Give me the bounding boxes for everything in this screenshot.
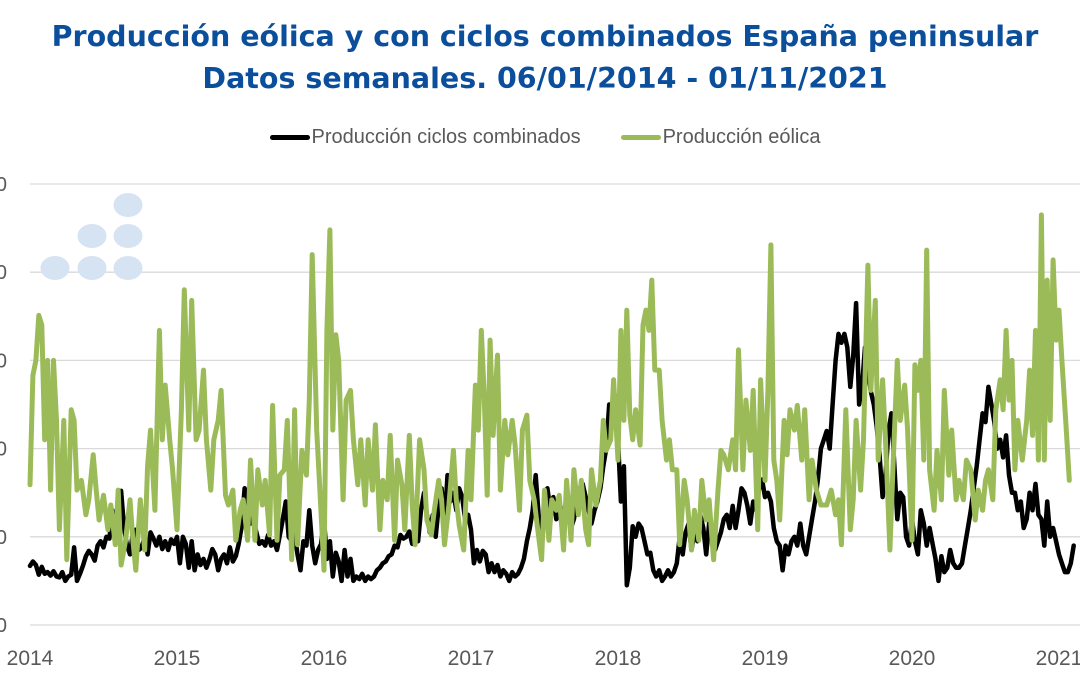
y-tick-label: 0	[0, 439, 7, 461]
x-axis-ticks: 2014 2015 2016 2017 2018 2019 2020 2021	[7, 647, 1080, 670]
legend-swatch-ciclos	[269, 135, 310, 140]
y-tick-label: 0	[0, 615, 7, 637]
logo-dots	[40, 193, 143, 280]
y-axis-ticks: 0 0 0 0 0 0	[0, 174, 7, 637]
legend-swatch-eolica	[620, 135, 661, 140]
logo-dot	[77, 256, 107, 280]
x-tick-label: 2020	[889, 647, 936, 670]
logo-dot	[77, 224, 107, 248]
series-line-eolica	[27, 212, 1072, 573]
y-tick-label: 0	[0, 174, 7, 196]
x-tick-label: 2015	[154, 647, 201, 670]
x-tick-label: 2014	[7, 647, 54, 670]
legend-label-eolica: Producción eólica	[662, 126, 821, 148]
logo-dot	[113, 224, 143, 248]
y-tick-label: 0	[0, 350, 7, 372]
chart-title: Producción eólica y con ciclos combinado…	[51, 20, 1039, 53]
legend-item-ciclos: Producción ciclos combinados	[269, 126, 581, 149]
logo-dot	[113, 256, 143, 280]
logo-dot	[113, 193, 143, 217]
x-tick-label: 2016	[301, 647, 348, 670]
legend-label-ciclos: Producción ciclos combinados	[311, 126, 581, 148]
legend: Producción ciclos combinados Producción …	[0, 126, 1080, 149]
x-tick-label: 2017	[448, 647, 495, 670]
logo-dot	[40, 256, 70, 280]
y-tick-label: 0	[0, 527, 7, 549]
x-tick-label: 2018	[595, 647, 642, 670]
chart-subtitle: Datos semanales. 06/01/2014 - 01/11/2021	[202, 62, 888, 95]
y-tick-label: 0	[0, 262, 7, 284]
series-lines	[27, 212, 1076, 588]
x-tick-label: 2019	[742, 647, 789, 670]
x-tick-label: 2021	[1036, 647, 1080, 670]
legend-item-eolica: Producción eólica	[620, 126, 821, 149]
